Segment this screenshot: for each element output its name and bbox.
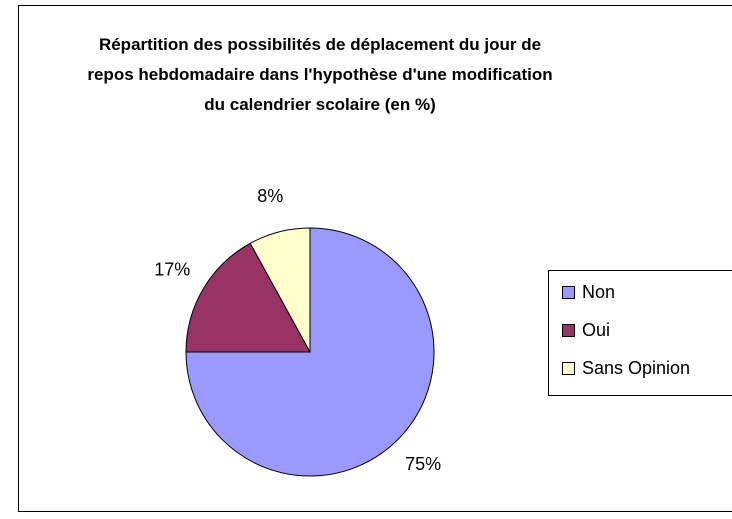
legend-label: Non	[582, 282, 615, 302]
legend-label: Sans Opinion	[582, 358, 690, 378]
legend-swatch	[562, 286, 575, 299]
data-label: 17%	[154, 259, 190, 279]
chart-title: Répartition des possibilités de déplacem…	[87, 35, 553, 114]
data-label: 75%	[405, 454, 441, 474]
pie-slice	[185, 242, 311, 353]
pie-slice	[249, 227, 311, 353]
legend-label: Oui	[582, 320, 610, 340]
legend-box	[548, 270, 732, 396]
data-label: 8%	[257, 186, 283, 206]
legend-swatch	[562, 362, 575, 375]
legend-swatch	[562, 324, 575, 337]
